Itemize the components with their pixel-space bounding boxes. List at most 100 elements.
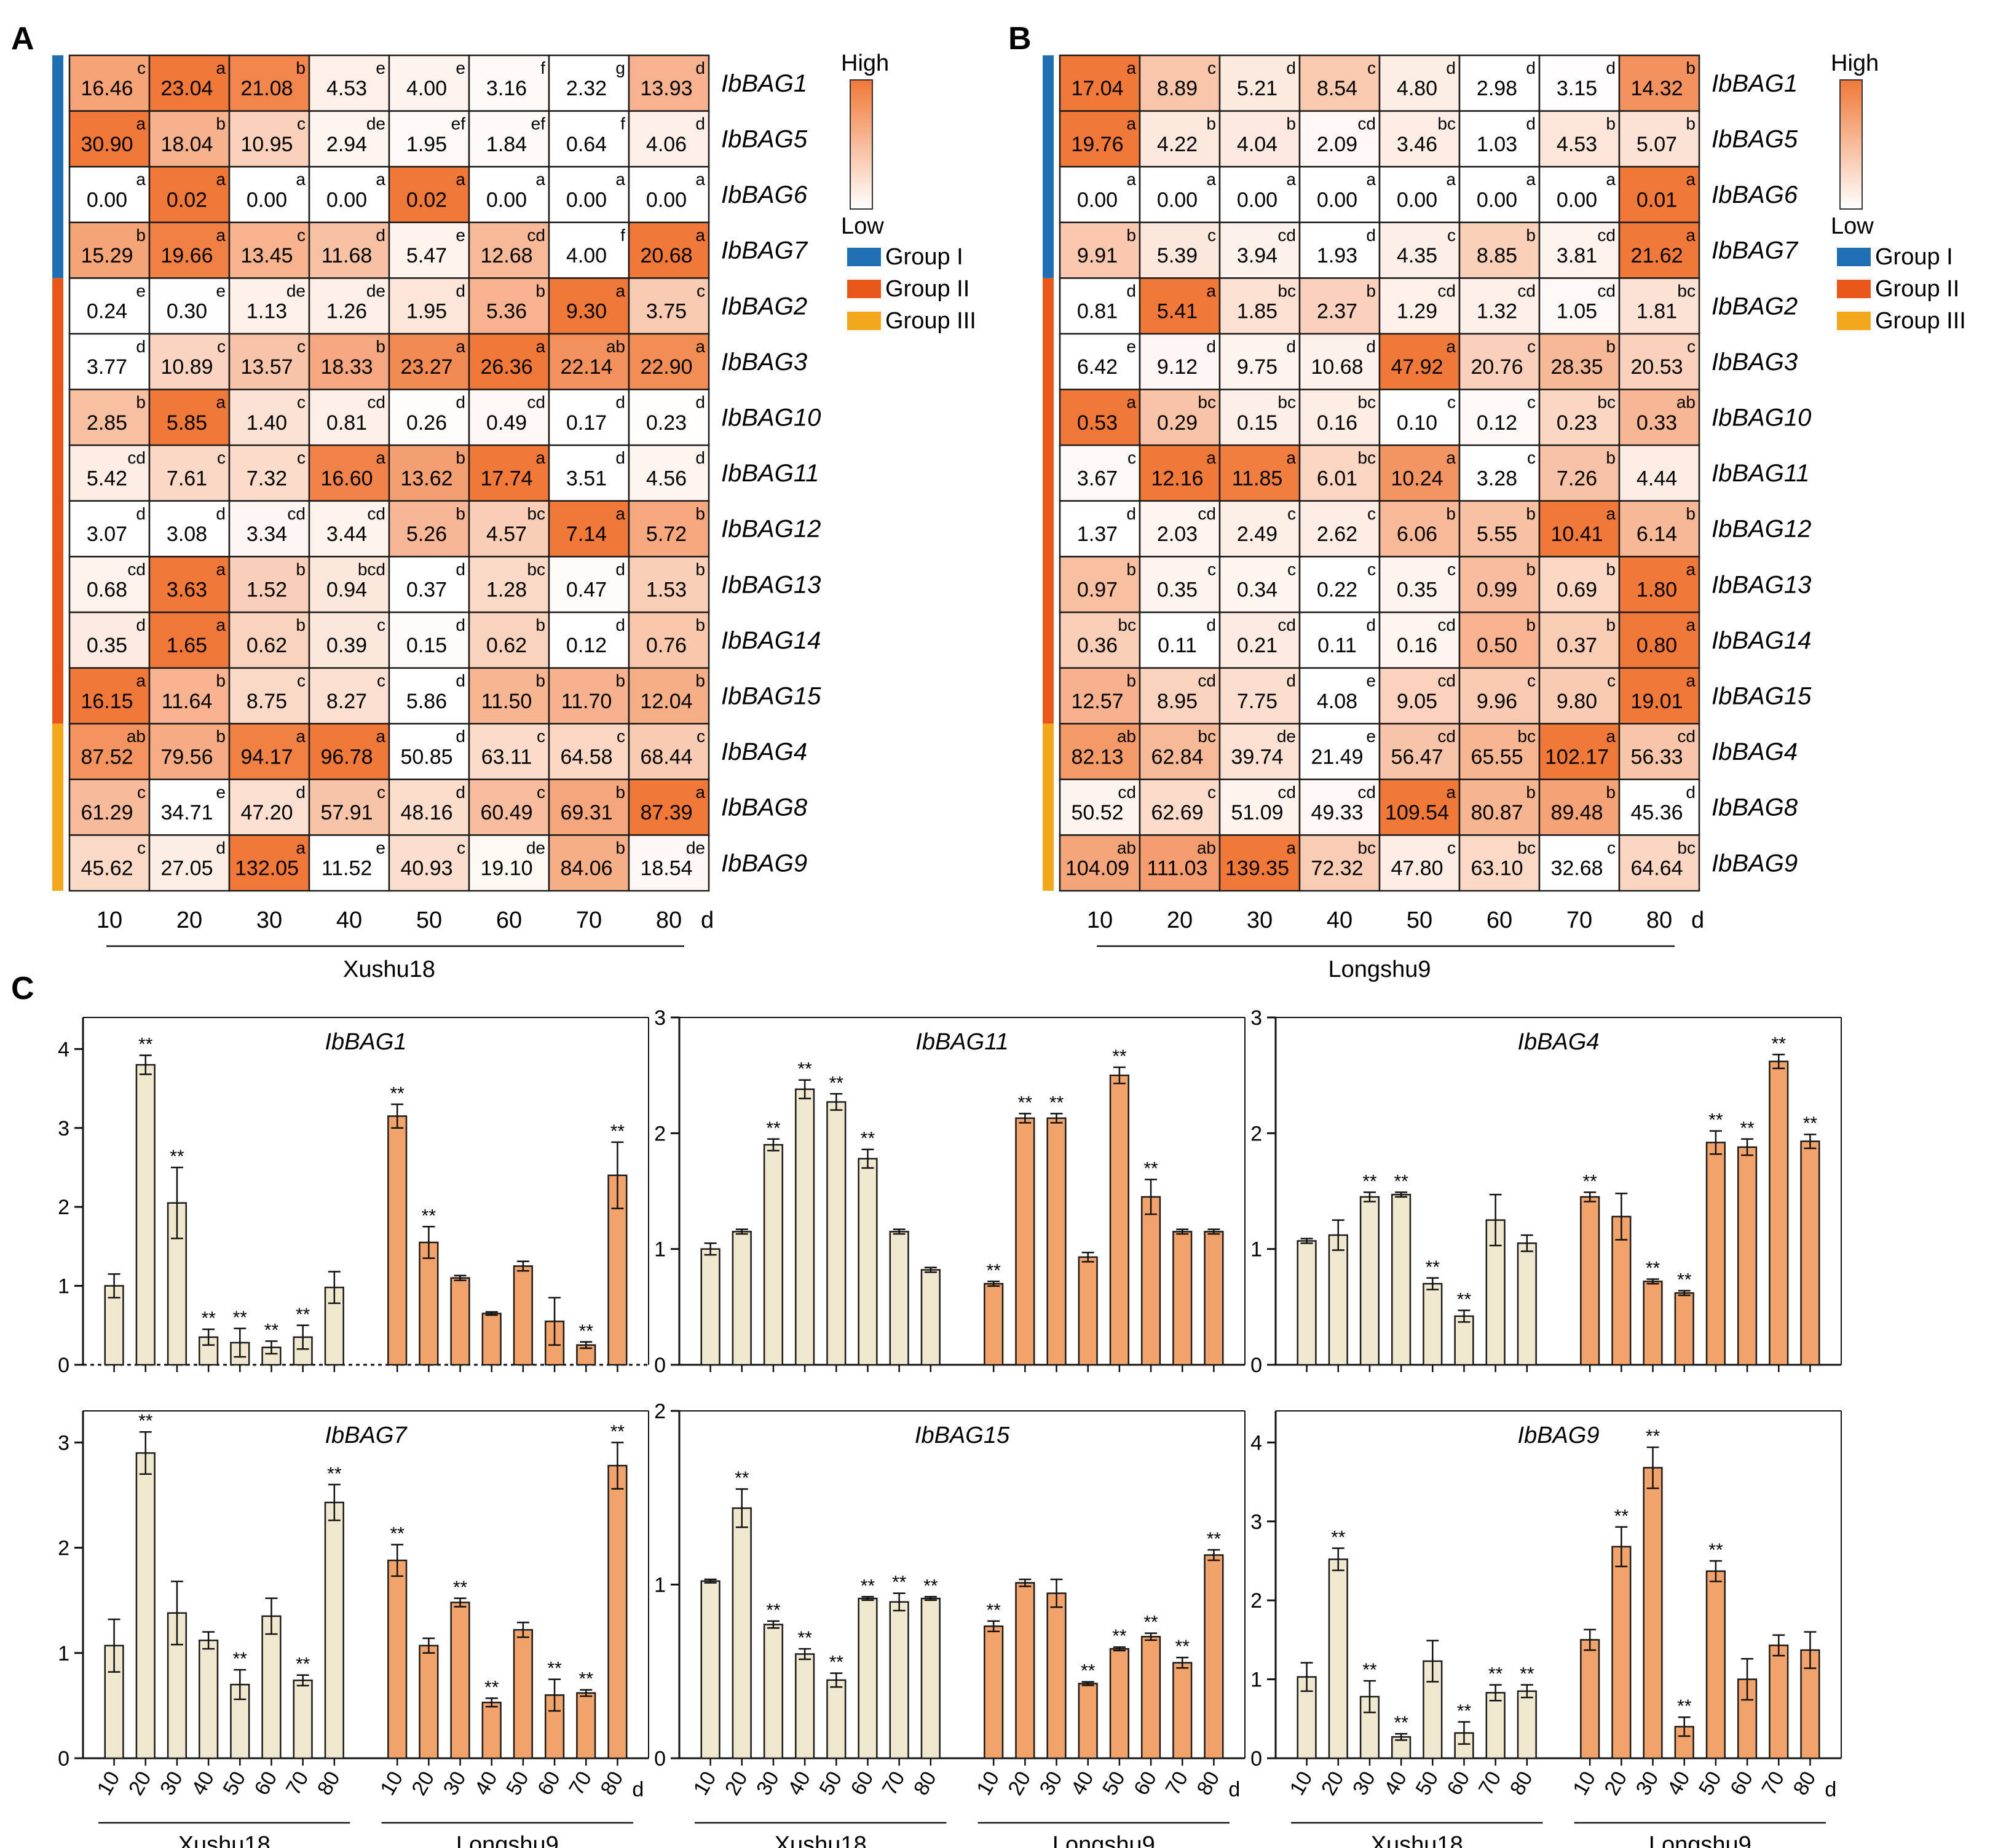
gene-label: IbBAG1 — [1712, 70, 1798, 97]
gene-label: IbBAG15 — [721, 682, 821, 709]
heatmap-cell-value: 0.00 — [646, 188, 687, 211]
heatmap-cell-letter: de — [686, 838, 705, 857]
heatmap-cell-value: 89.48 — [1550, 801, 1603, 824]
bar-longshu9-30 — [1643, 1467, 1663, 1759]
heatmap-cell-letter: b — [1286, 114, 1296, 133]
group-bar-group-i — [1043, 55, 1054, 278]
heatmap-cell-value: 68.44 — [640, 745, 692, 768]
significance-mark: ** — [233, 1649, 248, 1669]
heatmap-cell-letter: c — [1447, 559, 1456, 578]
heatmap-cell-letter: c — [297, 448, 306, 467]
heatmap-cell-value: 3.44 — [326, 523, 367, 546]
bar-longshu9-30 — [450, 1277, 470, 1366]
heatmap-cell-value: 0.49 — [486, 411, 527, 435]
heatmap-cell-value: 1.65 — [167, 634, 207, 657]
heatmap-cell — [308, 277, 390, 335]
heatmap-cell-letter: d — [1366, 337, 1376, 356]
heatmap-cell-value: 10.95 — [240, 133, 293, 156]
heatmap-cell — [68, 556, 151, 614]
heatmap-cell-letter: ab — [1197, 838, 1216, 857]
heatmap-cell-value: 4.22 — [1157, 133, 1198, 156]
heatmap-cell-value: 5.21 — [1237, 77, 1277, 100]
heatmap-cell-value: 4.44 — [1637, 467, 1677, 490]
heatmap-cell-letter: a — [1686, 226, 1696, 245]
heatmap-cell-letter: a — [376, 170, 385, 189]
x-unit-label: d — [701, 907, 714, 933]
heatmap-cell-value: 45.36 — [1630, 801, 1683, 824]
significance-mark: ** — [1520, 1664, 1534, 1684]
heatmap-cell-value: 3.67 — [1077, 467, 1118, 490]
heatmap-cell-value: 4.57 — [486, 523, 527, 546]
heatmap-cell-letter: c — [137, 783, 146, 802]
heatmap-cell — [1139, 165, 1221, 224]
gene-label: IbBAG7 — [1712, 237, 1799, 264]
bar-longshu9-60 — [1140, 1196, 1161, 1366]
heatmap-cell — [1298, 221, 1381, 279]
heatmap-cell-letter: c — [297, 337, 306, 356]
heatmap-cell-letter: c — [1447, 838, 1456, 857]
heatmap-cell-letter: b — [1606, 114, 1616, 133]
significance-mark: ** — [579, 1669, 594, 1689]
heatmap-cell-letter: b — [1126, 226, 1136, 245]
heatmap-cell-value: 79.56 — [160, 745, 213, 768]
heatmap-cell-value: 0.15 — [406, 634, 447, 657]
heatmap-cell-letter: d — [615, 559, 625, 578]
heatmap-cell-letter: e — [456, 226, 465, 245]
gene-label: IbBAG6 — [1712, 181, 1798, 208]
heatmap-cell-value: 47.80 — [1391, 857, 1443, 880]
heatmap-cell-value: 5.47 — [406, 244, 447, 267]
heatmap-cell-letter: b — [1686, 58, 1696, 77]
heatmap-cell-letter: a — [216, 226, 226, 245]
heatmap-cell — [1218, 389, 1301, 446]
heatmap-cell-value: 6.14 — [1637, 523, 1677, 546]
heatmap-cell-letter: cd — [127, 448, 146, 467]
bar-longshu9-20 — [419, 1241, 439, 1366]
heatmap-cell-value: 0.69 — [1557, 578, 1597, 602]
bar-longshu9-50 — [1705, 1570, 1726, 1759]
gene-label: IbBAG3 — [1712, 349, 1798, 376]
heatmap-cell-value: 4.80 — [1397, 77, 1437, 100]
heatmap-xushu18: 16.46c23.04a21.08b4.53e4.00e3.16f2.32g13… — [52, 54, 821, 982]
heatmap-cell-value: 50.52 — [1071, 801, 1123, 824]
heatmap-cell-value: 34.71 — [160, 801, 213, 824]
y-tick-label: 0 — [1250, 1354, 1262, 1377]
heatmap-cell-letter: c — [1607, 838, 1616, 857]
heatmap-cell — [1139, 389, 1221, 446]
heatmap-cell — [308, 556, 390, 614]
heatmap-cell-letter: a — [216, 170, 226, 189]
gene-label: IbBAG11 — [721, 460, 819, 487]
heatmap-cell-letter: b — [1686, 504, 1696, 523]
heatmap-cell-letter: d — [1366, 615, 1376, 634]
chart-title: IbBAG15 — [915, 1423, 1010, 1448]
heatmap-cell — [1139, 500, 1221, 558]
heatmap-cell — [628, 500, 710, 558]
significance-mark: ** — [170, 1147, 184, 1167]
heatmap-cell-letter: cd — [527, 393, 545, 412]
heatmap-cell-letter: c — [1527, 448, 1536, 467]
heatmap-cell-value: 56.33 — [1630, 745, 1683, 768]
bar-xushu18-20 — [732, 1231, 752, 1366]
heatmap-cell — [1298, 500, 1381, 558]
bar-longshu9-40 — [1674, 1292, 1694, 1366]
panel-label-c: C — [11, 971, 34, 1006]
heatmap-cell-value: 64.64 — [1630, 857, 1683, 880]
x-tick-label: 40 — [187, 1767, 219, 1799]
heatmap-cell — [228, 500, 310, 558]
bar-longshu9-40 — [481, 1702, 502, 1759]
heatmap-cell-value: 3.63 — [167, 578, 207, 602]
significance-mark: ** — [1677, 1696, 1692, 1716]
heatmap-cell-letter: d — [296, 783, 306, 802]
heatmap-cell — [1458, 444, 1541, 502]
heatmap-cell-value: 0.00 — [486, 188, 527, 211]
heatmap-cell-value: 1.13 — [247, 300, 287, 323]
heatmap-cell-letter: a — [1686, 671, 1696, 690]
heatmap-cell-value: 47.92 — [1391, 355, 1443, 379]
x-tick-label: 30 — [1348, 1767, 1380, 1799]
heatmap-cell-letter: c — [1127, 448, 1136, 467]
heatmap-cell-value: 8.89 — [1157, 77, 1198, 100]
bar-xushu18-80 — [1517, 1690, 1537, 1759]
heatmap-cell-value: 21.62 — [1630, 244, 1683, 267]
heatmap-cell — [1059, 221, 1141, 279]
heatmap-cell-letter: a — [296, 838, 306, 857]
